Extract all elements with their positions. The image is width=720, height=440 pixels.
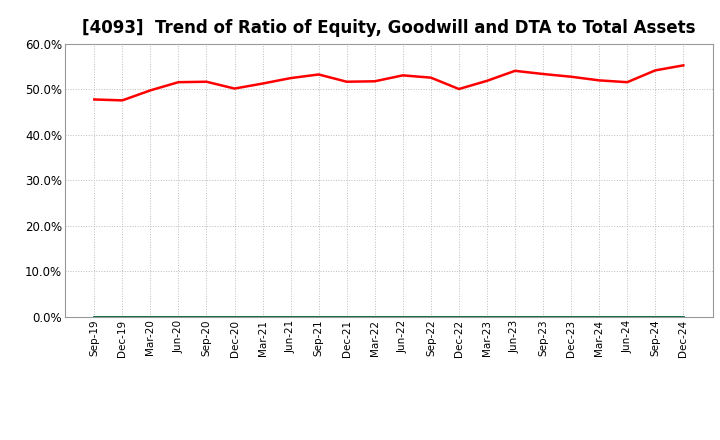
Deferred Tax Assets — [567, 314, 575, 319]
Deferred Tax Assets — [595, 314, 603, 319]
Equity — [202, 79, 211, 84]
Equity — [287, 76, 295, 81]
Title: [4093]  Trend of Ratio of Equity, Goodwill and DTA to Total Assets: [4093] Trend of Ratio of Equity, Goodwil… — [82, 19, 696, 37]
Goodwill — [426, 314, 435, 319]
Goodwill — [482, 314, 491, 319]
Equity — [567, 74, 575, 79]
Goodwill — [454, 314, 463, 319]
Equity — [510, 68, 519, 73]
Deferred Tax Assets — [426, 314, 435, 319]
Equity — [343, 79, 351, 84]
Equity — [398, 73, 407, 78]
Deferred Tax Assets — [118, 314, 127, 319]
Goodwill — [146, 314, 155, 319]
Goodwill — [623, 314, 631, 319]
Deferred Tax Assets — [90, 314, 99, 319]
Goodwill — [679, 314, 688, 319]
Equity — [371, 79, 379, 84]
Equity — [118, 98, 127, 103]
Deferred Tax Assets — [623, 314, 631, 319]
Equity — [679, 63, 688, 68]
Goodwill — [343, 314, 351, 319]
Goodwill — [230, 314, 239, 319]
Equity — [174, 80, 183, 85]
Equity — [90, 97, 99, 102]
Deferred Tax Assets — [146, 314, 155, 319]
Deferred Tax Assets — [315, 314, 323, 319]
Deferred Tax Assets — [454, 314, 463, 319]
Equity — [315, 72, 323, 77]
Goodwill — [510, 314, 519, 319]
Deferred Tax Assets — [539, 314, 547, 319]
Goodwill — [371, 314, 379, 319]
Goodwill — [287, 314, 295, 319]
Deferred Tax Assets — [230, 314, 239, 319]
Goodwill — [202, 314, 211, 319]
Equity — [595, 78, 603, 83]
Deferred Tax Assets — [202, 314, 211, 319]
Goodwill — [539, 314, 547, 319]
Goodwill — [315, 314, 323, 319]
Deferred Tax Assets — [482, 314, 491, 319]
Deferred Tax Assets — [651, 314, 660, 319]
Goodwill — [258, 314, 267, 319]
Equity — [146, 88, 155, 93]
Deferred Tax Assets — [343, 314, 351, 319]
Equity — [539, 71, 547, 77]
Goodwill — [595, 314, 603, 319]
Deferred Tax Assets — [258, 314, 267, 319]
Equity — [623, 80, 631, 85]
Deferred Tax Assets — [371, 314, 379, 319]
Equity — [482, 78, 491, 84]
Deferred Tax Assets — [679, 314, 688, 319]
Equity — [230, 86, 239, 91]
Goodwill — [174, 314, 183, 319]
Goodwill — [90, 314, 99, 319]
Line: Equity: Equity — [94, 66, 683, 100]
Deferred Tax Assets — [398, 314, 407, 319]
Deferred Tax Assets — [510, 314, 519, 319]
Equity — [454, 86, 463, 92]
Goodwill — [567, 314, 575, 319]
Goodwill — [651, 314, 660, 319]
Deferred Tax Assets — [287, 314, 295, 319]
Goodwill — [398, 314, 407, 319]
Deferred Tax Assets — [174, 314, 183, 319]
Equity — [426, 75, 435, 80]
Equity — [258, 81, 267, 86]
Equity — [651, 68, 660, 73]
Goodwill — [118, 314, 127, 319]
